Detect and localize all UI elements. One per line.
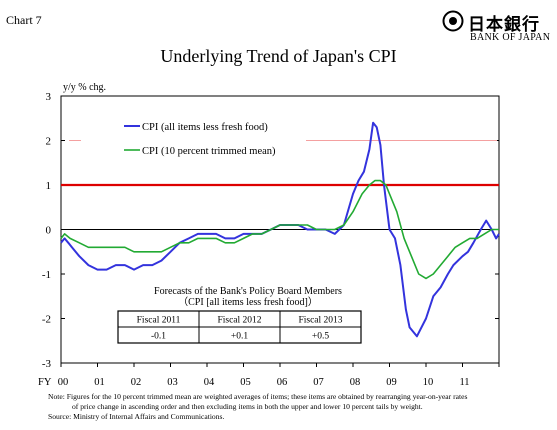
y-tick-label: 3: [46, 91, 52, 103]
note-line-1: Note: Figures for the 10 percent trimmed…: [48, 392, 468, 401]
chart-number: Chart 7: [6, 13, 42, 27]
y-tick-label: -1: [42, 269, 51, 281]
x-tick-label: 09: [386, 377, 397, 388]
forecast-table: Forecasts of the Bank's Policy Board Mem…: [117, 286, 362, 344]
x-axis-label: FY: [38, 377, 52, 388]
reference-lines: [61, 140, 499, 187]
forecast-header-cell: Fiscal 2012: [217, 316, 261, 326]
legend: CPI (all items less fresh food) CPI (10 p…: [124, 122, 276, 157]
forecast-value-cell: +0.1: [231, 332, 248, 342]
legend-label-0: CPI (all items less fresh food): [142, 122, 268, 133]
forecast-table-subtitle: （CPI [all items less fresh food]）: [178, 296, 318, 308]
series-lines: [60, 121, 500, 338]
y-tick-label: 1: [46, 180, 52, 192]
x-tick-label: 00: [58, 377, 69, 388]
bank-emblem-icon: [442, 10, 464, 32]
x-tick-label: 11: [459, 377, 469, 388]
x-tick-label: 10: [423, 377, 434, 388]
x-tick-label: 06: [277, 377, 288, 388]
x-tick-label: 05: [240, 377, 251, 388]
y-tick-label: 2: [46, 136, 52, 148]
chart-note: Note: Figures for the 10 percent trimmed…: [48, 392, 548, 422]
y-tick-label: -2: [42, 314, 51, 326]
x-tick-label: 04: [204, 377, 215, 388]
logo-text-en: BANK OF JAPAN: [470, 32, 551, 43]
series-line-trimmed-mean: [60, 179, 499, 280]
y-tick-label: 0: [46, 225, 52, 237]
y-tick-label: -3: [42, 358, 52, 370]
source-line: Source: Ministry of Internal Affairs and…: [48, 412, 225, 421]
legend-label-1: CPI (10 percent trimmed mean): [142, 146, 276, 157]
bank-of-japan-logo: 日本銀行 BANK OF JAPAN: [442, 10, 554, 46]
forecast-value-cell: -0.1: [151, 332, 166, 342]
forecast-value-cell: +0.5: [312, 332, 329, 342]
chart-title: Underlying Trend of Japan's CPI: [160, 46, 397, 66]
forecast-header-cell: Fiscal 2011: [137, 316, 181, 326]
forecast-header-cell: Fiscal 2013: [298, 316, 342, 326]
note-line-2: of price change in ascending order and t…: [72, 402, 423, 411]
x-tick-label: 08: [350, 377, 361, 388]
x-tick-label: 03: [167, 377, 178, 388]
x-tick-label: 01: [94, 377, 105, 388]
x-tick-label: 02: [131, 377, 142, 388]
y-axis-label: y/y % chg.: [63, 82, 106, 93]
forecast-table-title: Forecasts of the Bank's Policy Board Mem…: [154, 286, 342, 297]
logo-text-jp: 日本銀行: [468, 15, 540, 35]
x-tick-label: 07: [313, 377, 324, 388]
